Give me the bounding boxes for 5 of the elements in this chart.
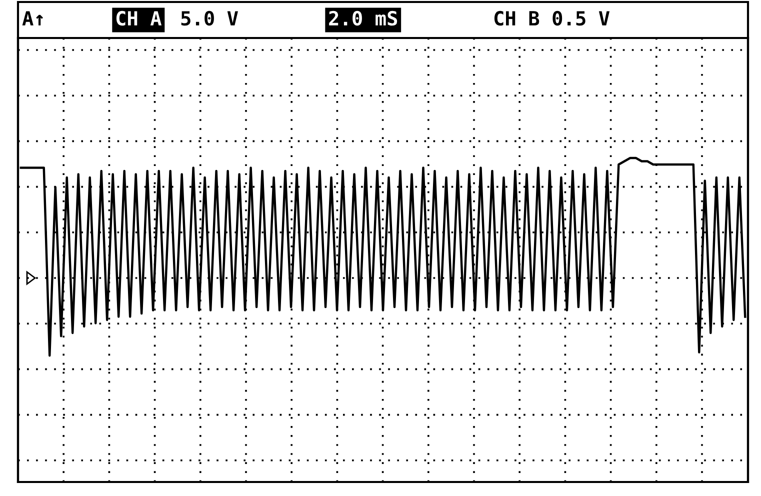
text: CH A xyxy=(116,10,162,26)
text: CH B 0.5 V xyxy=(494,10,610,26)
text: 5.0 V xyxy=(181,10,238,26)
text: A↑ xyxy=(22,11,43,26)
text: 2.0 mS xyxy=(329,10,398,26)
